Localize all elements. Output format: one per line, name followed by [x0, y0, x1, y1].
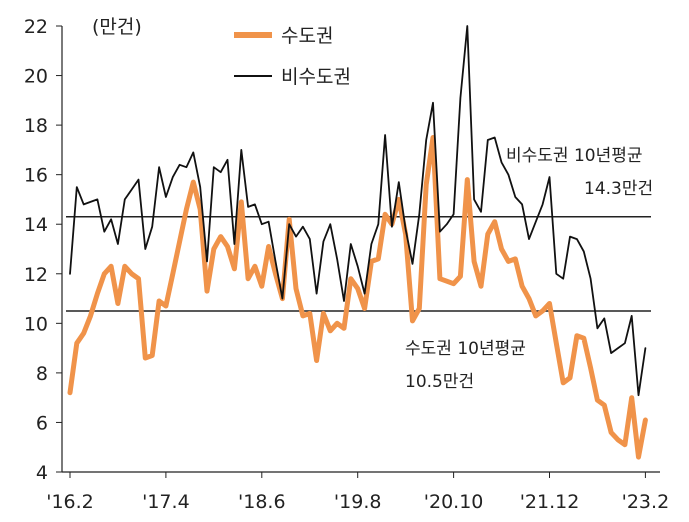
series-lines: [67, 25, 648, 460]
annotation-capital-avg-value: 10.5만건: [405, 372, 474, 392]
y-tick-label: 6: [36, 412, 48, 434]
unit-label: (만건): [92, 16, 142, 38]
y-tick-label: 8: [36, 363, 48, 385]
x-tick-label: '18.6: [238, 491, 286, 513]
series-line-noncapital: [69, 25, 647, 397]
y-tick-label: 20: [24, 66, 48, 88]
x-tick-label: '21.12: [520, 491, 580, 513]
y-tick-label: 18: [24, 115, 48, 137]
annotation-noncapital-avg-title: 비수도권 10년평균: [506, 146, 643, 166]
y-tick-label: 4: [36, 462, 48, 484]
y-tick-label: 10: [24, 313, 48, 335]
x-tick-label: '23.2: [622, 491, 670, 513]
y-tick-label: 22: [24, 16, 48, 38]
annotation-noncapital-avg-value: 14.3만건: [584, 179, 653, 199]
legend-label-noncapital: 비수도권: [281, 66, 351, 88]
y-tick-label: 14: [24, 214, 48, 236]
series-line-capital: [67, 135, 648, 460]
annotation-noncapital-avg: 비수도권 10년평균 14.3만건: [506, 146, 653, 199]
annotation-capital-avg-title: 수도권 10년평균: [405, 339, 526, 359]
x-tick-label: '17.4: [142, 491, 190, 513]
y-tick-label: 16: [24, 165, 48, 187]
y-tick-label: 12: [24, 264, 48, 286]
x-tick-label: '16.2: [46, 491, 94, 513]
chart-axes: 4 6 8 10 12 14 16 18 20 22 '16.2 '17.4 '18.6 '19.8 '20…: [24, 16, 669, 513]
legend: 수도권 비수도권: [234, 25, 351, 88]
reference-lines: [66, 216, 651, 312]
legend-label-capital: 수도권: [281, 25, 333, 47]
x-tick-label: '19.8: [334, 491, 382, 513]
x-tick-label: '20.10: [424, 491, 484, 513]
annotation-capital-avg: 수도권 10년평균 10.5만건: [405, 339, 526, 392]
